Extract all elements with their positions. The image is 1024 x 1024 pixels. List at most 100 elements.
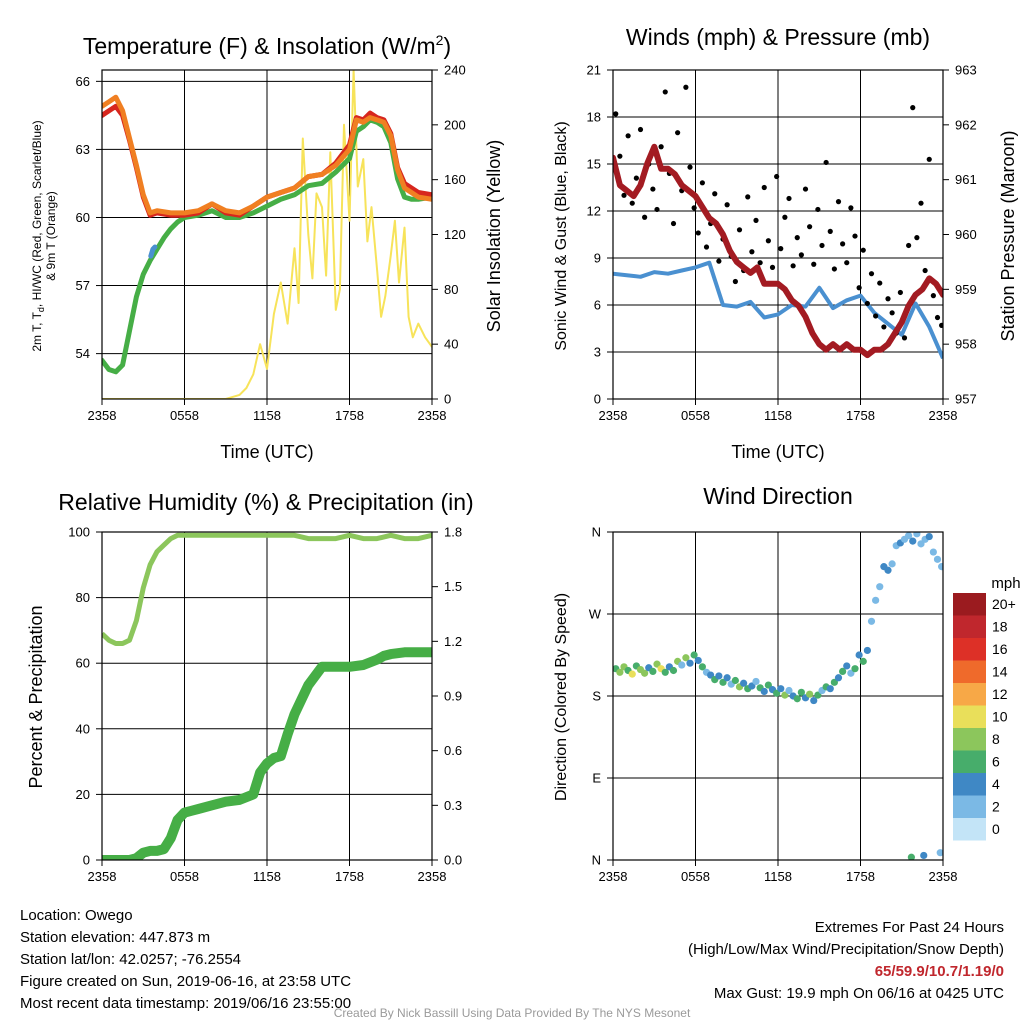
credit-line: Created By Nick Bassill Using Data Provi… — [333, 1006, 691, 1020]
plot-frame — [101, 69, 433, 400]
gust-point — [827, 228, 833, 234]
direction-point — [723, 674, 731, 682]
gust-point — [926, 156, 932, 162]
gust-point — [790, 263, 796, 269]
right-tick-label: 960 — [955, 227, 977, 242]
direction-point — [933, 555, 942, 563]
gust-point — [625, 133, 631, 139]
figure-created: Figure created on Sun, 2019-06-16, at 23… — [20, 973, 352, 990]
temperature-y-axis-label: 2m T, Td, HI/WC (Red, Green, Scarlet/Blu… — [30, 120, 46, 351]
series-group — [102, 532, 432, 860]
colorbar-title: mph — [991, 575, 1020, 592]
series-group — [613, 84, 943, 360]
gust-point — [885, 296, 891, 302]
right-tick-label: 962 — [955, 117, 977, 132]
direction-point — [867, 617, 876, 625]
direction-point — [707, 671, 715, 679]
gust-point — [802, 186, 809, 192]
max-gust: Max Gust: 19.9 mph On 06/16 at 0425 UTC — [713, 985, 1004, 1002]
station-pressure-series — [613, 143, 943, 359]
right-tick-label: 961 — [955, 172, 977, 187]
right-tick-label: 40 — [444, 337, 458, 352]
gust-point — [786, 195, 792, 202]
plot-frame — [101, 531, 433, 861]
y-tick-label: 20 — [76, 787, 90, 802]
direction-points — [613, 532, 943, 860]
x-tick-label: 1758 — [846, 408, 875, 423]
x-tick-label: 2358 — [418, 869, 447, 884]
gust-point — [906, 242, 912, 249]
colorbar-swatch — [953, 683, 986, 706]
direction-point — [859, 657, 867, 665]
panel-gridlines — [102, 70, 432, 399]
extremes-info: Extremes For Past 24 Hours (High/Low/Max… — [688, 917, 1004, 1005]
y-tick-label: 0 — [594, 392, 601, 407]
direction-point — [661, 668, 669, 676]
winds-chart-title: Winds (mph) & Pressure (mb) — [626, 24, 930, 50]
gust-point — [877, 280, 883, 286]
gust-point — [815, 206, 821, 213]
colorbar-label: 18 — [992, 619, 1008, 635]
gust-point — [670, 220, 677, 227]
temperature-y-axis-label-line2: & 9m T (Orange) — [44, 191, 58, 281]
colorbar-swatch — [953, 638, 986, 661]
hi-wc-series — [148, 244, 158, 259]
direction-point — [888, 560, 896, 568]
x-tick-label: 2358 — [929, 408, 958, 423]
right-tick-label: 240 — [444, 63, 466, 78]
gust-point — [654, 206, 660, 213]
pressure-y-axis-label: Station Pressure (Maroon) — [998, 130, 1018, 341]
gust-point — [695, 230, 701, 236]
y-tick-label: 12 — [587, 204, 601, 219]
colorbar-swatch — [953, 818, 986, 841]
direction-point — [752, 677, 760, 686]
right-tick-label: 0 — [444, 392, 451, 407]
gust-point — [910, 105, 916, 111]
gust-point — [732, 278, 738, 285]
gust-point — [782, 214, 788, 220]
gust-point — [811, 261, 817, 267]
series-group — [102, 70, 432, 399]
temperature-insolation-chart: Temperature (F) & Insolation (W/m2) Time… — [30, 32, 504, 462]
series-group — [613, 532, 943, 860]
extremes-title: Extremes For Past 24 Hours — [814, 919, 1004, 936]
direction-point — [855, 651, 863, 659]
direction-point — [715, 672, 723, 680]
extremes-legend: (High/Low/Max Wind/Precipitation/Snow De… — [688, 941, 1004, 958]
gust-point — [930, 293, 936, 299]
direction-point — [678, 661, 686, 669]
gust-point — [621, 192, 627, 198]
colorbar-label: 14 — [992, 664, 1008, 680]
gust-point — [852, 233, 858, 239]
direction-point — [847, 669, 855, 677]
y-tick-label: 6 — [594, 298, 601, 313]
gust-point — [901, 335, 908, 341]
colorbar-swatch — [953, 660, 986, 683]
y-tick-label: 66 — [76, 74, 90, 89]
gust-point — [703, 244, 710, 250]
direction-point — [653, 660, 661, 668]
gust-point — [823, 159, 829, 166]
x-tick-label: 0558 — [681, 408, 710, 423]
direction-point — [781, 691, 789, 699]
direction-point — [936, 849, 943, 857]
right-tick-label: 0.0 — [444, 853, 462, 868]
colorbar-label: 20+ — [992, 596, 1016, 612]
wind-direction-chart-title: Wind Direction — [703, 483, 853, 509]
direction-point — [876, 583, 884, 591]
right-tick-label: 0.9 — [444, 689, 462, 704]
x-tick-label: 1158 — [764, 408, 792, 423]
direction-point — [682, 654, 690, 662]
direction-point — [810, 696, 818, 705]
winds-x-axis-label: Time (UTC) — [731, 442, 824, 462]
x-tick-label: 2358 — [599, 408, 628, 423]
direction-point — [905, 532, 913, 540]
gust-point — [724, 202, 730, 208]
direction-point — [773, 689, 781, 697]
colorbar-label: 16 — [992, 641, 1008, 657]
gust-point — [769, 264, 776, 270]
gust-point — [617, 153, 623, 159]
speed-colorbar: mph 20+ 18 16 14 12 10 8 6 4 2 0 — [953, 575, 1021, 841]
gust-point — [712, 191, 718, 197]
direction-point — [731, 676, 739, 685]
